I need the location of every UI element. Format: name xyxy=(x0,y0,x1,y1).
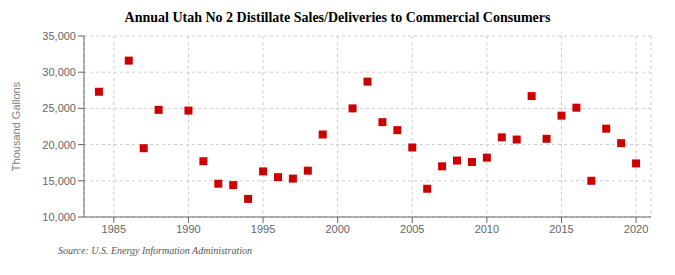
svg-text:20,000: 20,000 xyxy=(42,139,76,151)
svg-text:25,000: 25,000 xyxy=(42,102,76,114)
svg-text:2005: 2005 xyxy=(400,223,424,235)
html-text:Source: U.S. Energy Informatio: Source: U.S. Energy Information Administ… xyxy=(58,245,253,256)
svg-text:30,000: 30,000 xyxy=(42,66,76,78)
svg-text:2020: 2020 xyxy=(624,223,648,235)
svg-text:1995: 1995 xyxy=(251,223,275,235)
svg-text:15,000: 15,000 xyxy=(42,175,76,187)
svg-text:10,000: 10,000 xyxy=(42,211,76,223)
svg-text:2010: 2010 xyxy=(475,223,499,235)
svg-text:35,000: 35,000 xyxy=(42,30,76,42)
svg-text:2000: 2000 xyxy=(325,223,349,235)
svg-text:2015: 2015 xyxy=(549,223,573,235)
html-text:Annual Utah No 2 Distillate Sa: Annual Utah No 2 Distillate Sales/Delive… xyxy=(124,10,551,25)
svg-text:Thousand Gallons: Thousand Gallons xyxy=(10,81,22,171)
svg-text:1990: 1990 xyxy=(176,223,200,235)
svg-text:1985: 1985 xyxy=(102,223,126,235)
